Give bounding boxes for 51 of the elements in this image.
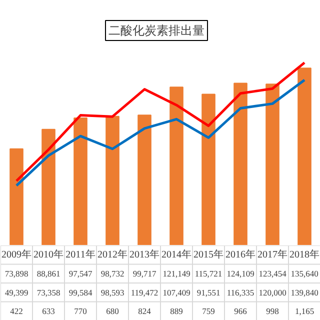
data-label: 49,399 [4,287,28,298]
bar [106,116,120,245]
x-tick-label: 2017年 [258,248,288,260]
data-label: 680 [106,306,119,316]
x-tick-label: 2018年 [290,248,320,260]
data-label: 889 [170,306,183,316]
data-label: 139,840 [290,287,318,298]
bar [74,117,88,245]
bar [138,114,152,245]
data-label: 88,861 [36,268,60,279]
x-tick-label: 2010年 [34,248,64,260]
data-label: 99,584 [68,287,93,298]
data-label: 135,640 [290,268,318,279]
data-label: 770 [74,306,87,316]
data-label: 120,000 [258,287,286,298]
data-label: 107,409 [162,287,190,298]
bar [298,68,312,245]
data-label: 73,898 [4,268,28,279]
x-tick-label: 2015年 [194,248,224,260]
data-label: 966 [234,306,247,316]
bar [42,128,56,245]
x-tick-label: 2013年 [130,248,160,260]
x-tick-label: 2016年 [226,248,256,260]
data-label: 422 [10,306,23,316]
x-tick-label: 2009年 [2,248,32,260]
bar [266,84,280,245]
data-label: 1,165 [294,306,314,316]
data-label: 98,732 [100,268,124,279]
data-label: 998 [266,306,279,316]
data-label: 99,717 [132,268,156,279]
data-label: 91,551 [196,287,220,298]
data-label: 115,721 [194,268,222,279]
data-label: 119,472 [130,287,158,298]
data-label: 633 [42,306,55,316]
data-label: 73,358 [36,287,60,298]
bar [234,82,248,245]
data-label: 759 [202,306,215,316]
x-tick-label: 2014年 [162,248,192,260]
data-label: 98,593 [100,287,124,298]
chart-title: 二酸化炭素排出量 [108,24,204,38]
data-label: 116,335 [226,287,254,298]
data-label: 124,109 [226,268,254,279]
x-tick-label: 2012年 [98,248,128,260]
bar [202,94,216,245]
data-label: 824 [138,306,152,316]
x-tick-label: 2011年 [66,248,96,260]
bar [10,148,24,245]
data-label: 123,454 [258,268,288,279]
bar [170,86,184,245]
data-label: 121,149 [162,268,190,279]
data-label: 97,547 [68,268,92,279]
